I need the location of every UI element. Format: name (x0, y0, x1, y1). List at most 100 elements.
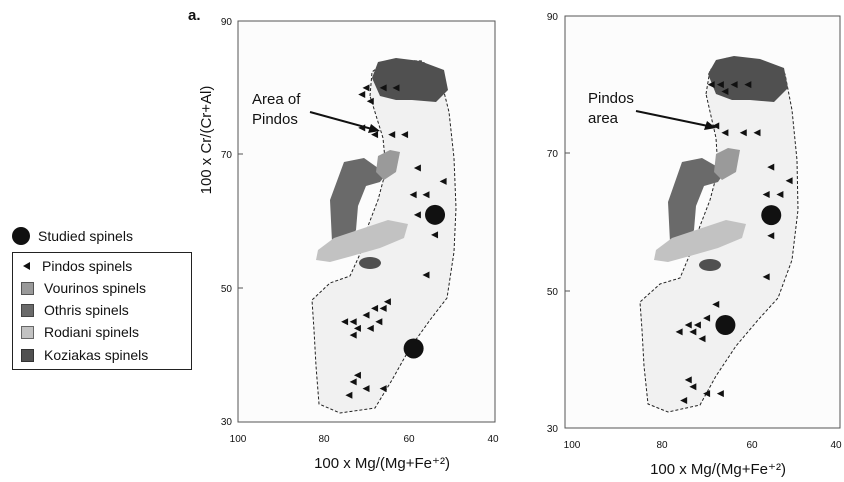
triangle-left-icon (23, 262, 30, 270)
y-tick-label: 30 (221, 417, 233, 428)
x-tick-label: 60 (403, 434, 415, 445)
panel-left: 90 70 50 30 100 80 60 40 100 x Mg/(Mg+Fe… (188, 7, 499, 472)
x-tick-label: 40 (487, 434, 499, 445)
legend-label: Pindos spinels (42, 258, 133, 274)
arrowhead-icon (704, 121, 716, 130)
pindos-spinel-point (767, 163, 775, 171)
pindos-spinel-point (349, 318, 357, 326)
y-tick-label: 30 (547, 424, 559, 435)
pindos-spinel-point (371, 131, 379, 139)
pindos-spinel-point (721, 88, 729, 96)
pindos-spinel-point (353, 371, 361, 379)
pindos-spinel-point (353, 324, 361, 332)
legend-item-studied: Studied spinels (12, 224, 208, 248)
pindos-spinel-point (388, 131, 396, 139)
pindos-spinel-point (371, 304, 379, 312)
pindos-spinel-point (698, 335, 706, 343)
x-tick-label: 80 (656, 440, 668, 451)
othris-field-left (330, 158, 388, 244)
pindos-spinel-point (693, 321, 701, 329)
panel-right: 90 70 50 30 100 80 60 40 100 x Mg/(Mg+Fe… (547, 12, 842, 478)
y-tick-label: 70 (547, 149, 559, 160)
pindos-spinel-point (379, 84, 387, 92)
filled-circle-icon (12, 227, 30, 245)
pindos-spinel-point (675, 328, 683, 336)
pindos-spinel-point (413, 164, 421, 172)
pindos-spinel-point (392, 84, 400, 92)
pindos-spinel-point (712, 300, 720, 308)
y-tick-label: 50 (547, 287, 559, 298)
panel-letter: a. (188, 7, 201, 24)
markers-left (341, 84, 447, 399)
pindos-spinel-point (379, 304, 387, 312)
legend-label: Studied spinels (38, 228, 133, 244)
pindos-spinel-point (366, 324, 374, 332)
annotation-arrow-right (635, 110, 709, 127)
pindos-spinel-point (439, 177, 447, 185)
arrowhead-icon (368, 124, 380, 133)
pindos-spinel-point (703, 314, 711, 322)
square-icon (21, 281, 34, 295)
pindos-spinel-point (349, 331, 357, 339)
pindos-spinel-point (716, 81, 724, 89)
pindos-spinel-point (422, 191, 430, 199)
rodiani-small-right (699, 259, 721, 271)
pindos-spinel-point (358, 124, 366, 132)
legend: Studied spinels Pindos spinels Vourinos … (12, 224, 208, 370)
pindos-spinel-point (345, 391, 353, 399)
square-icon (21, 303, 34, 317)
square-icon (21, 348, 34, 362)
y-tick-label: 90 (547, 12, 559, 23)
pindos-spinel-point (785, 177, 793, 185)
y-tick-label: 50 (221, 284, 233, 295)
studied-spinel-point (761, 205, 782, 226)
pindos-spinel-point (362, 311, 370, 319)
pindos-spinel-point (762, 191, 770, 199)
pindos-spinel-point (744, 81, 752, 89)
pindos-spinel-point (762, 273, 770, 281)
pindos-spinel-point (375, 318, 383, 326)
pindos-spinel-point (707, 81, 715, 89)
pindos-spinel-point (401, 131, 409, 139)
rodiani-field-right (654, 220, 746, 262)
y-tick-label: 70 (221, 150, 233, 161)
pindos-spinel-point (422, 271, 430, 279)
markers-right (675, 81, 793, 405)
rodiani-field-left (316, 220, 408, 262)
x-tick-label: 80 (318, 434, 330, 445)
studied-spinel-point (715, 315, 736, 335)
pindos-spinel-point (712, 122, 720, 130)
legend-box: Pindos spinels Vourinos spinels Othris s… (12, 252, 192, 370)
legend-item-koziakas: Koziakas spinels (19, 343, 185, 367)
legend-label: Rodiani spinels (44, 324, 139, 340)
koziakas-field-left (372, 58, 448, 102)
annotation-left: Area of Pindos (252, 91, 305, 128)
legend-item-vourinos: Vourinos spinels (19, 277, 185, 299)
legend-item-rodiani: Rodiani spinels (19, 321, 185, 343)
pindos-spinel-point (680, 397, 688, 405)
pindos-spinel-point (767, 232, 775, 240)
x-tick-label: 100 (230, 434, 247, 445)
pindos-spinel-point (431, 231, 439, 239)
y-ticks-left: 90 70 50 30 (221, 17, 243, 428)
rodiani-small-left (359, 257, 381, 269)
pindos-spinel-point (409, 191, 417, 199)
pindos-spinel-point (689, 328, 697, 336)
annotation-arrow-left (309, 111, 373, 130)
pindos-spinel-point (362, 385, 370, 393)
pindos-spinel-point (730, 81, 738, 89)
pindos-spinel-point (684, 321, 692, 329)
pindos-spinel-point (776, 191, 784, 199)
pindos-spinel-point (721, 129, 729, 137)
x-axis-label-left: 100 x Mg/(Mg+Fe⁺²) (314, 455, 450, 472)
square-icon (21, 325, 34, 339)
pindos-spinel-point (689, 383, 697, 391)
x-ticks-right: 100 80 60 40 (564, 440, 842, 451)
legend-label: Othris spinels (44, 302, 129, 318)
pindos-spinel-point (753, 129, 761, 137)
legend-label: Vourinos spinels (44, 280, 146, 296)
legend-label: Koziakas spinels (44, 347, 149, 363)
pindos-spinel-point (341, 318, 349, 326)
pindos-spinel-point (362, 84, 370, 92)
